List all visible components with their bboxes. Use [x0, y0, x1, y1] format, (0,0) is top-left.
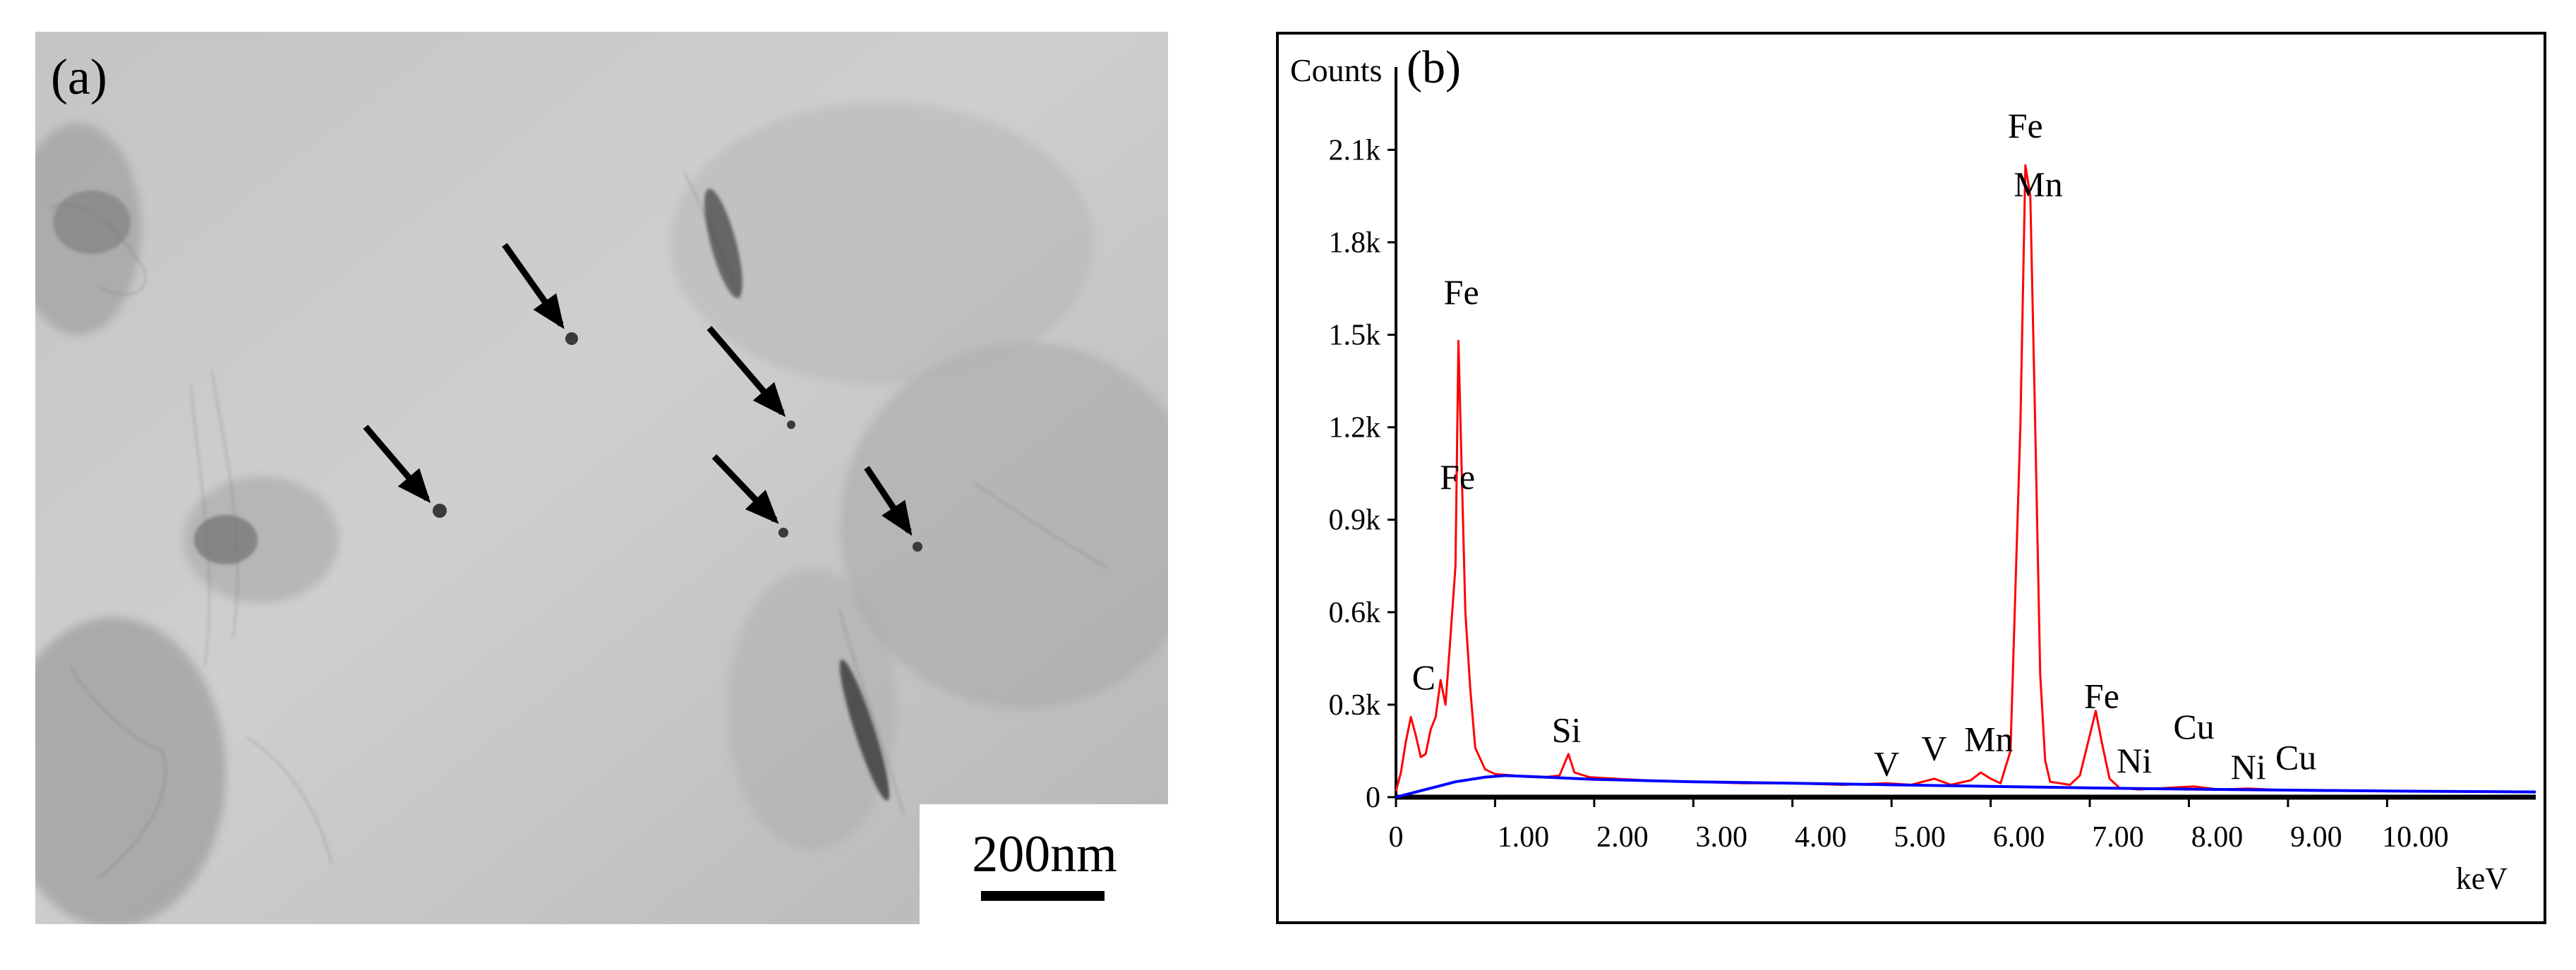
x-tick-label: 3.00: [1696, 821, 1748, 854]
x-tick-label: 5.00: [1894, 821, 1946, 854]
y-tick-label: 1.8k: [1329, 226, 1381, 259]
peak-label: Cu: [2275, 738, 2316, 777]
peak-label: Fe: [2084, 676, 2119, 715]
peak-label: V: [1922, 729, 1947, 768]
y-tick-label: 0: [1366, 782, 1380, 814]
micrograph-texture: [35, 102, 1168, 924]
precipitate-dot: [565, 332, 578, 345]
peak-label: Mn: [2014, 164, 2062, 204]
x-tick-label: 8.00: [2191, 821, 2244, 854]
y-tick-label: 2.1k: [1329, 134, 1381, 166]
scale-bar-label: 200nm: [972, 825, 1117, 883]
tem-micrograph: (a) 200nm: [35, 32, 1168, 924]
peak-label: Si: [1552, 710, 1582, 749]
axes: 0 0.3k 0.6k 0.9k 1.2k 1.5k 1.8k 2.1k 0 1.00 2.00 3.…: [1329, 67, 2536, 854]
x-tick-label: 10.00: [2382, 821, 2449, 854]
peak-label: Ni: [2231, 747, 2266, 787]
peak-label: Cu: [2173, 707, 2214, 746]
arrow-marker: [363, 425, 431, 504]
x-tick-label: 4.00: [1795, 821, 1847, 854]
x-tick-label: 9.00: [2290, 821, 2342, 854]
scale-bar: 200nm: [920, 804, 1168, 924]
precipitate-dot: [778, 528, 788, 538]
eds-spectrum-chart: Counts (b) keV 0 0.3k 0.6k 0.9k 1.2k 1.5k 1.8k…: [1276, 32, 2546, 924]
arrow-marker: [502, 243, 565, 329]
peak-label: Fe: [1444, 272, 1479, 312]
x-tick-label: 6.00: [1993, 821, 2045, 854]
y-tick-label: 0.3k: [1329, 689, 1381, 722]
x-tick-label: 0: [1389, 821, 1404, 854]
series-layer: [1395, 164, 2536, 799]
arrow-marker: [711, 454, 779, 524]
panel-a-label: (a): [51, 49, 107, 105]
peak-label: Mn: [1964, 719, 2013, 758]
peak-label: C: [1412, 657, 1436, 697]
peak-label: Fe: [1440, 457, 1475, 497]
panel-b-label: (b): [1407, 42, 1461, 93]
precipitates: [433, 332, 922, 552]
peak-label: Fe: [2008, 106, 2043, 145]
scale-bar-box: [920, 804, 1168, 924]
peak-label: V: [1874, 744, 1899, 783]
x-tick-label: 1.00: [1498, 821, 1550, 854]
peak-label: Ni: [2117, 741, 2152, 780]
x-axis-label: keV: [2456, 861, 2508, 896]
y-tick-label: 1.2k: [1329, 412, 1381, 444]
precipitate-dot: [433, 504, 447, 518]
scale-bar-line: [981, 891, 1105, 901]
arrow-marker: [864, 466, 913, 536]
x-tick-label: 7.00: [2092, 821, 2144, 854]
background-line: [1395, 774, 2536, 799]
tem-micrograph-panel: (a) 200nm: [35, 32, 1168, 924]
arrow-marker: [706, 326, 786, 418]
x-tick-label: 2.00: [1596, 821, 1649, 854]
micrograph-dark-features: [53, 188, 890, 801]
arrow-markers: [363, 243, 913, 536]
precipitate-dot: [787, 420, 795, 429]
chart-frame: [1276, 32, 2546, 924]
y-tick-label: 0.6k: [1329, 597, 1381, 629]
y-tick-label: 1.5k: [1329, 320, 1381, 352]
y-tick-label: 0.9k: [1329, 504, 1381, 537]
y-axis-label: Counts: [1290, 52, 1382, 88]
eds-spectrum-panel: Counts (b) keV 0 0.3k 0.6k 0.9k 1.2k 1.5k 1.8k…: [1276, 32, 2546, 924]
precipitate-dot: [913, 542, 922, 552]
